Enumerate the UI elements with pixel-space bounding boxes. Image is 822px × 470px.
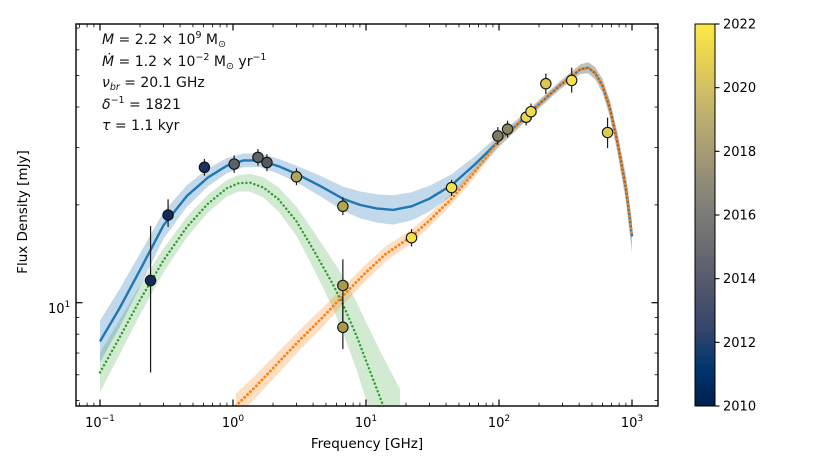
x-tick-label: 103 [621,414,643,431]
plot-data-area [98,62,634,406]
x-axis-label: Frequency [GHz] [310,436,424,452]
colorbar [694,23,716,407]
x-tick-label: 100 [222,414,245,431]
data-point [144,274,157,287]
data-point [228,158,240,170]
data-point [162,209,174,221]
data-point [492,130,504,142]
power-law-component-curve [234,66,634,406]
data-point [601,126,614,139]
colorbar-tick-label: 2012 [723,336,756,351]
data-point [525,105,537,118]
x-tick-label: 101 [355,414,377,431]
colorbar-tick-label: 2014 [723,272,756,287]
data-point [337,321,349,334]
x-tick-label: 102 [488,414,510,431]
data-point [445,181,458,194]
data-point [337,200,349,213]
colorbar-tick-label: 2010 [723,400,756,415]
y-tick-label: 101 [48,300,70,317]
plot-frame [75,23,659,407]
annotation-line: τ = 1.1 kyr [102,118,180,134]
colorbar-tick-label: 2020 [723,81,756,96]
power-law-component-uncertainty-band [235,62,632,406]
data-point [198,161,211,174]
y-axis-label: Flux Density [mJy] [15,150,31,274]
data-point [261,156,273,169]
annotation-line: M = 2.2 × 109 M⊙ [102,30,226,50]
annotation-line: νbr = 20.1 GHz [102,75,205,93]
x-tick-label: 10−1 [85,414,115,431]
data-point [337,279,349,292]
data-point [565,74,578,87]
data-point [252,151,264,164]
data-point [540,77,552,90]
total-model-curve [98,66,634,343]
aged-synchrotron-component-curve [98,181,385,406]
data-point [501,123,514,135]
annotation-line: δ−1 = 1821 [102,94,181,113]
annotation-line: Ṁ = 1.2 × 10−2 M⊙ yr−1 [102,51,267,72]
colorbar-tick-label: 2016 [723,209,756,224]
model-annotation: M = 2.2 × 109 M⊙ Ṁ = 1.2 × 10−2 M⊙ yr−1 νb… [102,30,266,138]
axis-ticks [76,24,658,406]
colorbar-tick-label: 2022 [723,18,756,33]
colorbar-tick-label: 2018 [723,145,756,160]
data-point [405,231,418,244]
data-point [290,171,303,183]
